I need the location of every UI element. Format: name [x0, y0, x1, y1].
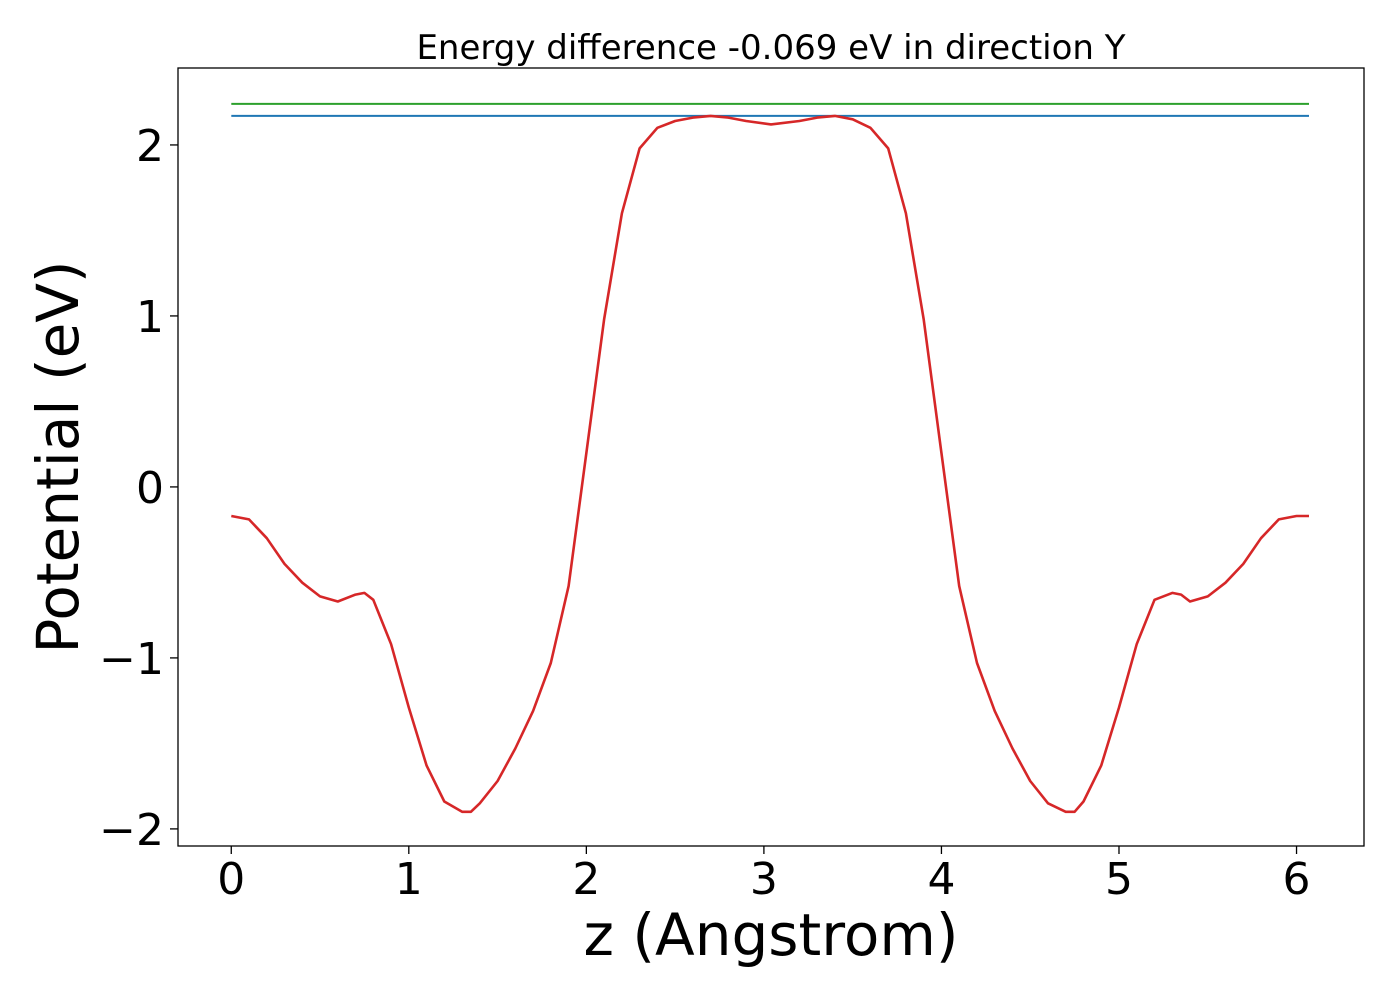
x-tick-label: 4 [927, 854, 955, 905]
plot-frame [177, 67, 1365, 847]
y-axis-label: Potential (eV) [24, 260, 92, 653]
y-tick-label: 1 [136, 292, 164, 343]
x-axis-label: z (Angstrom) [584, 901, 959, 969]
x-tick-label: 5 [1105, 854, 1133, 905]
y-axis-ticks: −2 −1 0 1 2 [99, 121, 178, 856]
y-tick-label: −1 [99, 634, 164, 685]
x-tick-label: 1 [395, 854, 423, 905]
chart-title: Energy difference -0.069 eV in direction… [416, 28, 1125, 68]
x-tick-label: 3 [750, 854, 778, 905]
series-line-0 [231, 114, 1309, 814]
y-tick-label: 2 [136, 121, 164, 172]
x-axis-ticks: 0 1 2 3 4 5 6 [217, 846, 1311, 905]
y-tick-label: 0 [136, 463, 164, 514]
x-tick-label: 0 [217, 854, 245, 905]
x-tick-label: 6 [1283, 854, 1311, 905]
x-tick-label: 2 [572, 854, 600, 905]
y-tick-label: −2 [99, 805, 164, 856]
series-layer [231, 102, 1309, 814]
